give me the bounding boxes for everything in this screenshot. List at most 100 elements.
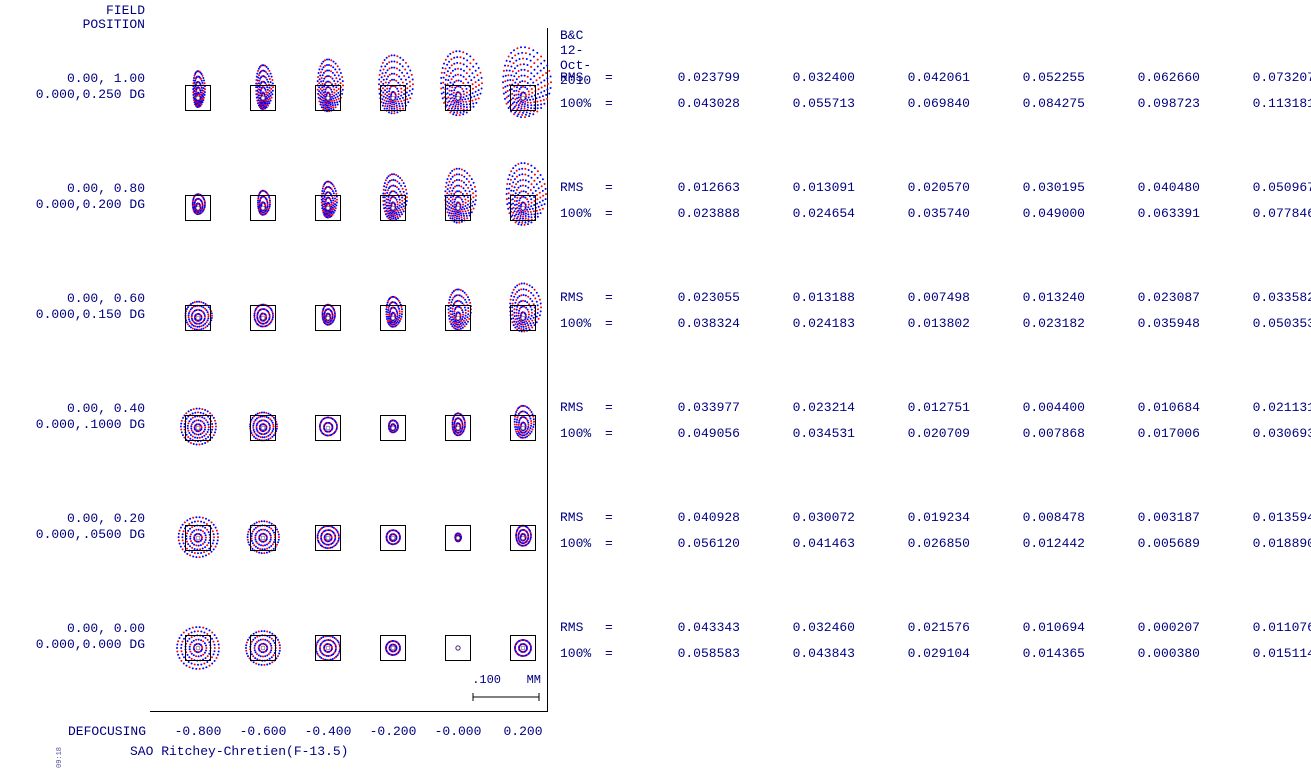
field-label-2: 0.000,0.200 DG xyxy=(36,197,145,212)
spot-cell xyxy=(165,378,231,478)
spot-cell xyxy=(360,378,426,478)
value-cell: 0.018890 xyxy=(1200,536,1311,551)
airy-box xyxy=(315,635,341,661)
field-label-1: 0.00, 0.60 xyxy=(67,291,145,306)
field-label-row: 0.00, 0.400.000,.1000 DG xyxy=(0,401,145,434)
equals-sign: = xyxy=(605,316,625,331)
value-cell: 0.032400 xyxy=(740,70,855,85)
airy-box xyxy=(250,85,276,111)
airy-box xyxy=(445,635,471,661)
equals-sign: = xyxy=(605,290,625,305)
field-label-1: 0.00, 0.00 xyxy=(67,621,145,636)
metric-label: RMS xyxy=(560,400,605,415)
airy-box xyxy=(185,85,211,111)
value-cell: 0.011076 xyxy=(1200,620,1311,635)
airy-box xyxy=(185,525,211,551)
value-cell: 0.026850 xyxy=(855,536,970,551)
value-cell: 0.033582 xyxy=(1200,290,1311,305)
value-cell: 0.042061 xyxy=(855,70,970,85)
airy-box xyxy=(445,415,471,441)
value-cell: 0.029104 xyxy=(855,646,970,661)
metric-label: 100% xyxy=(560,536,605,551)
value-cell: 0.015114 xyxy=(1200,646,1311,661)
value-cell: 0.008478 xyxy=(970,510,1085,525)
airy-box xyxy=(315,305,341,331)
header-line2: POSITION xyxy=(83,17,145,32)
defocus-tick: -0.600 xyxy=(233,724,293,739)
value-cell: 0.012663 xyxy=(625,180,740,195)
spot-cell xyxy=(490,488,556,588)
spot-cell xyxy=(360,598,426,698)
value-cell: 0.013240 xyxy=(970,290,1085,305)
field-label-1: 0.00, 1.00 xyxy=(67,71,145,86)
spot-cell xyxy=(490,378,556,478)
value-cell: 0.020570 xyxy=(855,180,970,195)
value-cell: 0.013802 xyxy=(855,316,970,331)
value-cell: 0.049056 xyxy=(625,426,740,441)
airy-box xyxy=(380,305,406,331)
value-cell: 0.040928 xyxy=(625,510,740,525)
spot-cell xyxy=(165,488,231,588)
value-cell: 0.013594 xyxy=(1200,510,1311,525)
value-cell: 0.098723 xyxy=(1085,96,1200,111)
metric-label: 100% xyxy=(560,96,605,111)
value-cell: 0.013188 xyxy=(740,290,855,305)
value-cell: 0.012751 xyxy=(855,400,970,415)
spot-cell xyxy=(295,488,361,588)
value-cell: 0.050353 xyxy=(1200,316,1311,331)
airy-box xyxy=(315,195,341,221)
timestamp-vertical: 09:18 xyxy=(56,747,64,768)
airy-box xyxy=(315,85,341,111)
defocus-tick: -0.400 xyxy=(298,724,358,739)
spot-cell xyxy=(230,268,296,368)
value-cell: 0.062660 xyxy=(1085,70,1200,85)
field-label-2: 0.000,0.250 DG xyxy=(36,87,145,102)
field-label-row: 0.00, 0.000.000,0.000 DG xyxy=(0,621,145,654)
value-cell: 0.010684 xyxy=(1085,400,1200,415)
equals-sign: = xyxy=(605,400,625,415)
equals-sign: = xyxy=(605,536,625,551)
data-row: 100%=0.0238880.0246540.0357400.0490000.0… xyxy=(560,206,1311,221)
airy-box xyxy=(250,305,276,331)
airy-box xyxy=(510,525,536,551)
airy-box xyxy=(510,635,536,661)
metric-label: RMS xyxy=(560,70,605,85)
value-cell: 0.035948 xyxy=(1085,316,1200,331)
value-cell: 0.055713 xyxy=(740,96,855,111)
airy-box xyxy=(445,305,471,331)
value-cell: 0.056120 xyxy=(625,536,740,551)
airy-box xyxy=(250,635,276,661)
defocus-tick: -0.000 xyxy=(428,724,488,739)
metric-label: RMS xyxy=(560,180,605,195)
value-cell: 0.069840 xyxy=(855,96,970,111)
value-cell: 0.019234 xyxy=(855,510,970,525)
spot-cell xyxy=(425,158,491,258)
value-cell: 0.013091 xyxy=(740,180,855,195)
value-cell: 0.024183 xyxy=(740,316,855,331)
spot-cell xyxy=(295,158,361,258)
data-row: RMS=0.0409280.0300720.0192340.0084780.00… xyxy=(560,510,1311,525)
field-label-1: 0.00, 0.80 xyxy=(67,181,145,196)
spot-cell xyxy=(165,158,231,258)
value-cell: 0.023888 xyxy=(625,206,740,221)
data-row: RMS=0.0230550.0131880.0074980.0132400.02… xyxy=(560,290,1311,305)
value-cell: 0.043343 xyxy=(625,620,740,635)
spot-cell xyxy=(360,488,426,588)
airy-box xyxy=(315,525,341,551)
spot-cell xyxy=(425,268,491,368)
value-cell: 0.021131 xyxy=(1200,400,1311,415)
field-label-2: 0.000,0.150 DG xyxy=(36,307,145,322)
airy-box xyxy=(445,195,471,221)
airy-box xyxy=(380,525,406,551)
field-label-row: 0.00, 1.000.000,0.250 DG xyxy=(0,71,145,104)
airy-box xyxy=(510,305,536,331)
field-label-1: 0.00, 0.40 xyxy=(67,401,145,416)
spot-cell xyxy=(490,48,556,148)
airy-box xyxy=(250,415,276,441)
value-cell: 0.084275 xyxy=(970,96,1085,111)
data-row: RMS=0.0126630.0130910.0205700.0301950.04… xyxy=(560,180,1311,195)
field-label-2: 0.000,0.000 DG xyxy=(36,637,145,652)
airy-box xyxy=(380,195,406,221)
defocus-tick: 0.200 xyxy=(493,724,553,739)
value-cell: 0.012442 xyxy=(970,536,1085,551)
